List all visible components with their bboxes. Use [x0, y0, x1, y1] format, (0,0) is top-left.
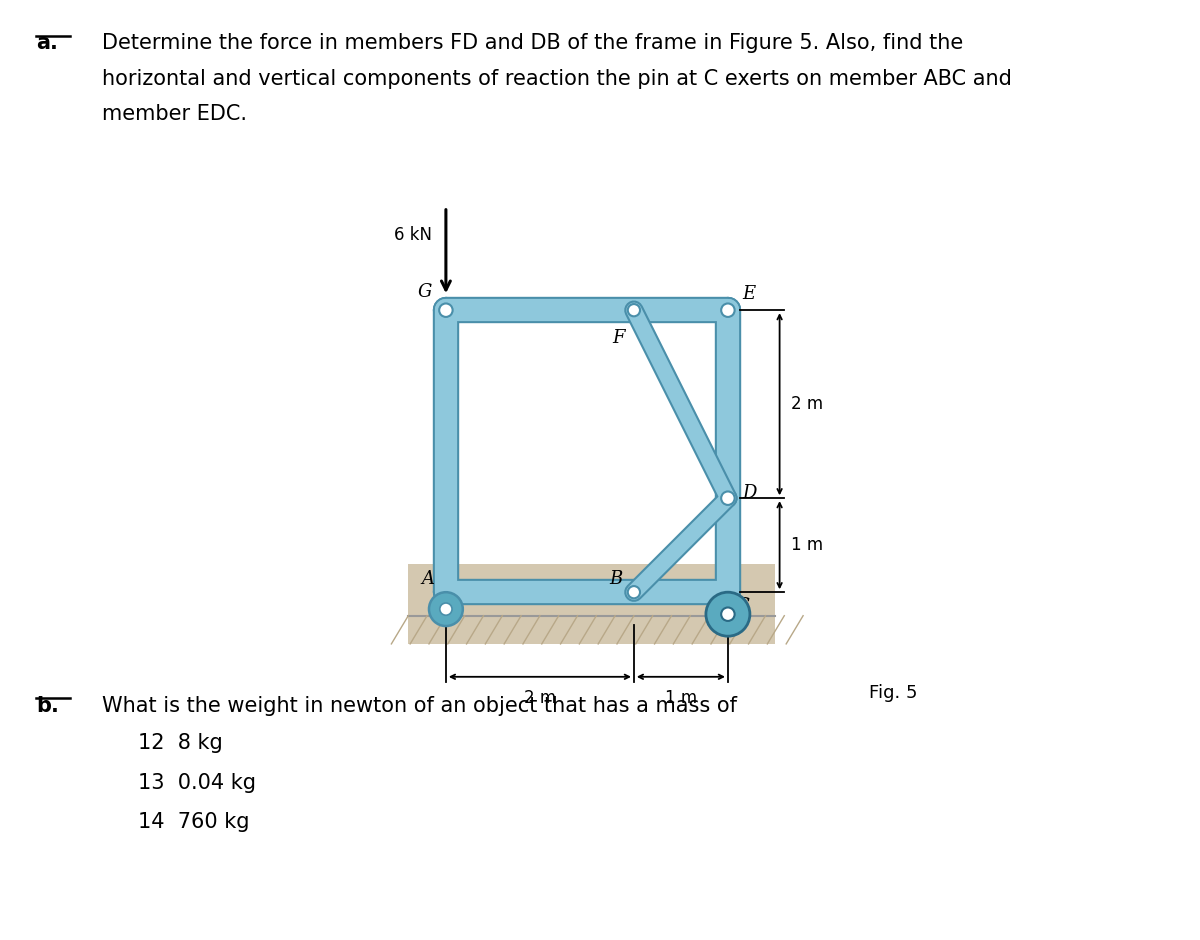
Circle shape	[721, 304, 734, 317]
Text: 14  760 kg: 14 760 kg	[138, 812, 250, 832]
Text: A: A	[421, 570, 434, 588]
Text: 2 m: 2 m	[791, 395, 823, 414]
Bar	[408, 564, 775, 644]
Text: horizontal and vertical components of reaction the pin at C exerts on member ABC: horizontal and vertical components of re…	[102, 69, 1012, 88]
Circle shape	[721, 492, 734, 505]
Text: Determine the force in members FD and DB of the frame in Figure 5. Also, find th: Determine the force in members FD and DB…	[102, 33, 964, 53]
Text: member EDC.: member EDC.	[102, 104, 247, 124]
Text: F: F	[612, 329, 624, 347]
Circle shape	[428, 592, 463, 626]
Circle shape	[628, 305, 640, 316]
Circle shape	[628, 587, 640, 599]
Text: B: B	[610, 570, 623, 588]
Text: What is the weight in newton of an object that has a mass of: What is the weight in newton of an objec…	[102, 696, 737, 715]
Circle shape	[439, 603, 452, 616]
Text: 2 m: 2 m	[524, 689, 556, 707]
Text: 12  8 kg: 12 8 kg	[138, 733, 223, 753]
Text: E: E	[742, 285, 755, 303]
Text: 1 m: 1 m	[665, 689, 697, 707]
Circle shape	[706, 592, 750, 636]
Text: C: C	[736, 597, 749, 615]
Text: 6 kN: 6 kN	[394, 226, 432, 244]
Text: Fig. 5: Fig. 5	[869, 684, 918, 702]
Circle shape	[439, 304, 452, 317]
Text: 1 m: 1 m	[791, 536, 823, 555]
Text: a.: a.	[36, 33, 58, 53]
Text: 13  0.04 kg: 13 0.04 kg	[138, 773, 256, 792]
Text: G: G	[418, 283, 432, 301]
Text: b.: b.	[36, 696, 59, 715]
Text: D: D	[742, 484, 756, 503]
Circle shape	[721, 607, 734, 621]
